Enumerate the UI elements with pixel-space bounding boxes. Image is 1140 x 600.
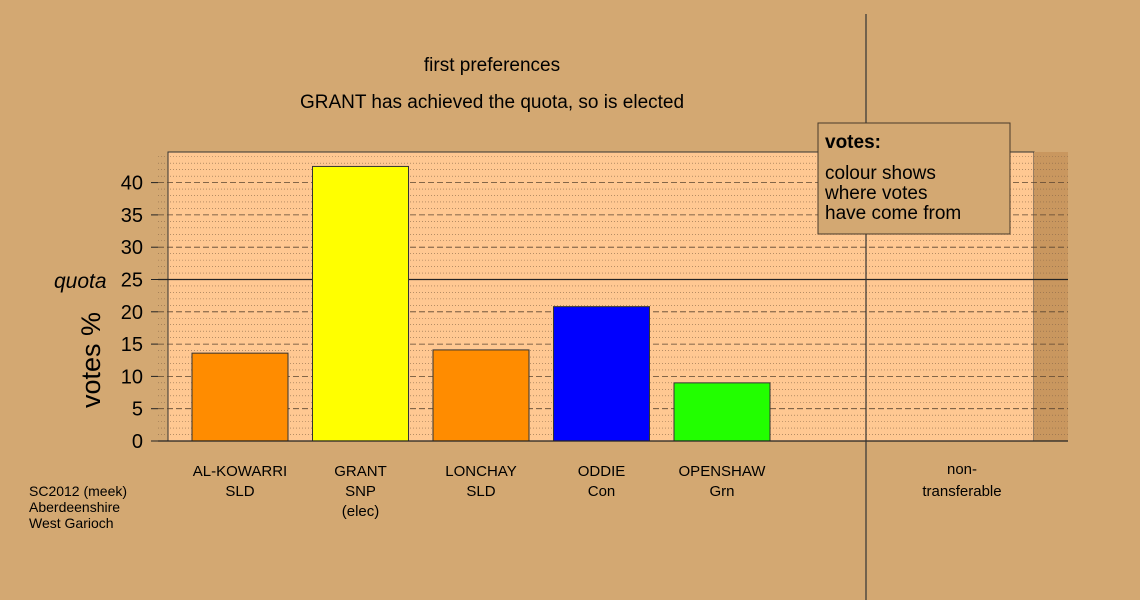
legend-line-2: where votes [824, 183, 927, 204]
footer-line-2: Aberdeenshire [29, 499, 120, 515]
x-tick-label-name: OPENSHAW [679, 463, 767, 480]
side-panel [1034, 152, 1068, 441]
y-tick-label: 30 [121, 237, 143, 259]
x-tick-label-note: (elec) [342, 503, 380, 520]
x-axis-labels: AL-KOWARRI SLD GRANT SNP (elec) LONCHAY SLD ODD… [193, 463, 767, 520]
x-tick-label-name: AL-KOWARRI [193, 463, 287, 480]
x-tick-label-name: LONCHAY [445, 463, 516, 480]
bars [191, 165, 771, 442]
y-tick-label: 15 [121, 334, 143, 356]
x-tick-label-name: ODDIE [578, 463, 626, 480]
legend-line-1: colour shows [825, 163, 936, 184]
footer-line-3: West Garioch [29, 515, 114, 531]
y-axis-label: votes % [76, 312, 106, 408]
quota-label: quota [54, 270, 107, 293]
bar-grant [312, 165, 409, 442]
y-tick-label: 20 [121, 302, 143, 324]
x-tick-label-party: Con [588, 483, 616, 500]
x-tick-label-party: SLD [225, 483, 254, 500]
bar-oddie [553, 306, 650, 442]
y-tick-label: 25 [121, 270, 143, 292]
nontransferable-label-line1: non- [947, 461, 977, 478]
chart-title: first preferences [424, 55, 560, 76]
chart-subtitle: GRANT has achieved the quota, so is elec… [300, 92, 684, 113]
y-tick-label: 40 [121, 173, 143, 195]
y-tick-label: 10 [121, 366, 143, 388]
y-axis: 0 5 10 15 20 25 30 35 40 [121, 173, 1068, 453]
bar-al-kowarri [191, 352, 289, 442]
footer-line-1: SC2012 (meek) [29, 483, 127, 499]
x-tick-label-party: SLD [466, 483, 495, 500]
x-tick-label-party: SNP [345, 483, 376, 500]
x-tick-label-party: Grn [709, 483, 734, 500]
legend-title: votes: [825, 132, 881, 153]
legend-box [817, 122, 1011, 235]
bar-openshaw [673, 382, 771, 442]
x-tick-label-name: GRANT [334, 463, 387, 480]
y-tick-label: 35 [121, 205, 143, 227]
legend: votes: colour shows where votes have com… [817, 122, 1011, 235]
y-tick-label: 5 [132, 399, 143, 421]
bar-lonchay [432, 349, 530, 442]
nontransferable-label-line2: transferable [922, 483, 1001, 500]
y-tick-label: 0 [132, 431, 143, 453]
footer: SC2012 (meek) Aberdeenshire West Garioch [29, 483, 127, 531]
legend-line-3: have come from [825, 203, 961, 224]
